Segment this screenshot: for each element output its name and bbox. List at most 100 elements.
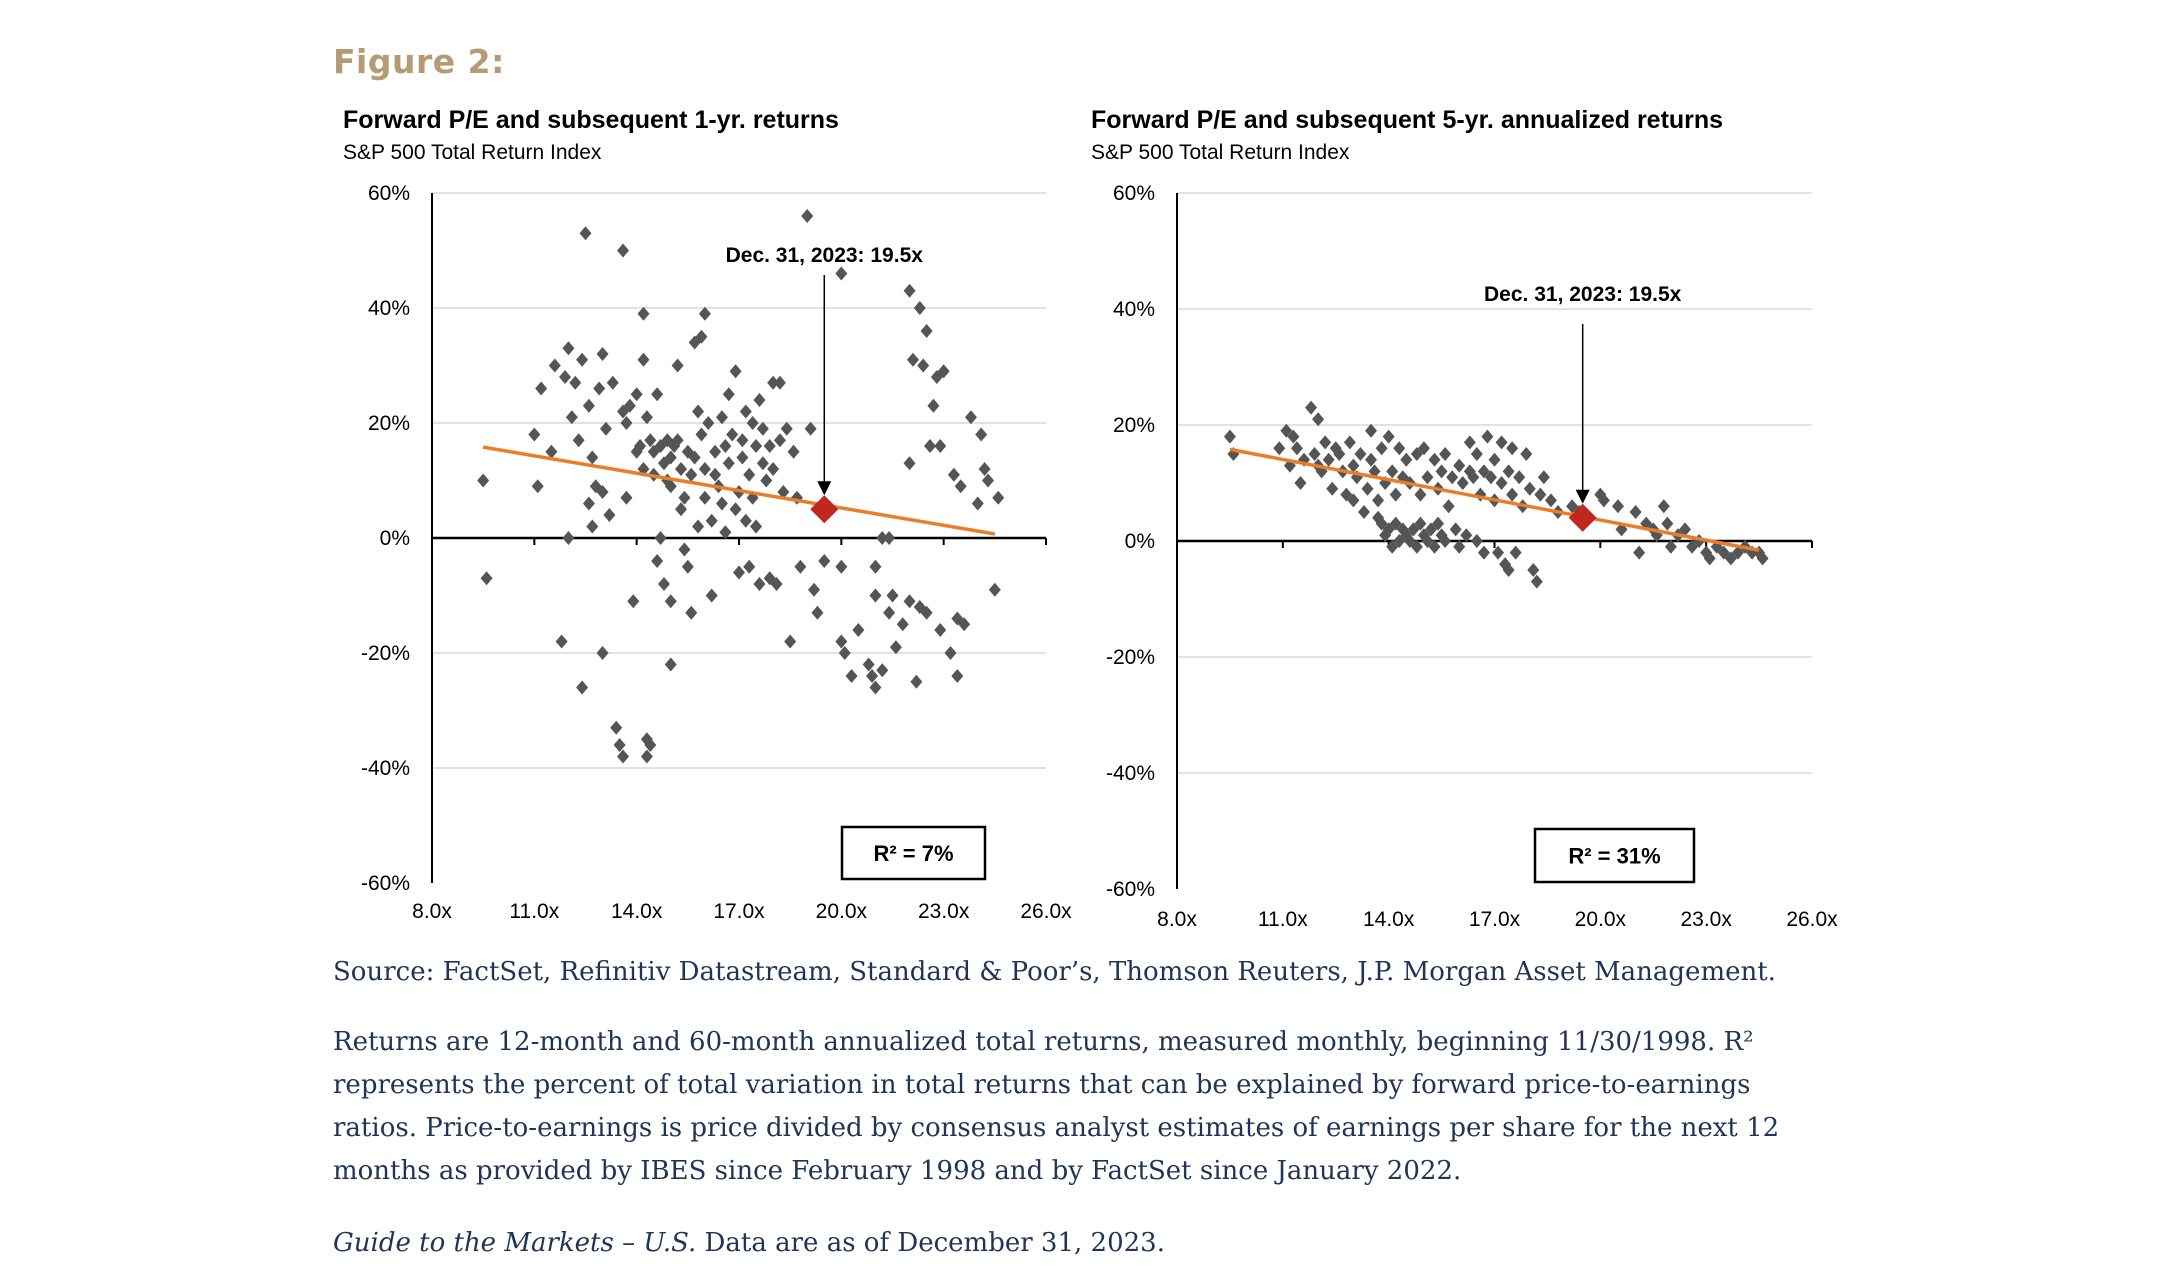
data-point: [651, 387, 664, 402]
data-point: [1425, 522, 1437, 537]
data-point: [1421, 534, 1434, 548]
data-point: [934, 439, 947, 453]
data-point: [739, 404, 752, 419]
data-point: [617, 749, 630, 764]
x-tick-label: 26.0x: [1020, 900, 1072, 923]
data-point: [1319, 435, 1332, 450]
data-point: [883, 605, 896, 620]
data-point: [1534, 487, 1547, 502]
data-point: [845, 669, 858, 683]
data-point: [688, 450, 701, 465]
data-point: [1439, 534, 1452, 548]
x-tick-label: 23.0x: [1680, 908, 1732, 931]
x-tick-label: 14.0x: [1363, 908, 1415, 931]
data-point: [596, 347, 609, 361]
y-tick-label: -60%: [1106, 878, 1155, 901]
y-tick-label: -20%: [1106, 646, 1155, 669]
data-point: [1343, 435, 1356, 450]
data-point: [1502, 563, 1515, 577]
data-point: [1446, 470, 1459, 485]
x-tick-label: 26.0x: [1786, 908, 1838, 931]
y-tick-label: -60%: [361, 872, 410, 895]
data-point: [937, 364, 950, 379]
data-point: [664, 479, 677, 494]
data-point: [1717, 545, 1730, 560]
data-point: [1703, 551, 1716, 566]
data-point: [982, 473, 995, 488]
data-point: [593, 381, 606, 396]
data-point: [1280, 423, 1293, 438]
x-tick-label: 11.0x: [509, 900, 559, 923]
data-point: [886, 588, 899, 603]
data-point: [1389, 516, 1402, 531]
data-point: [906, 352, 919, 367]
data-point: [1456, 476, 1469, 490]
data-point: [675, 462, 688, 476]
data-point: [559, 370, 572, 384]
data-point: [1439, 447, 1452, 461]
data-point: [1442, 499, 1455, 514]
data-point: [1484, 470, 1497, 485]
data-point: [722, 456, 735, 471]
data-point: [756, 456, 769, 471]
x-tick-label: 20.0x: [816, 900, 868, 923]
chart-canvas: Forward P/E and subsequent 1-yr. returns…: [343, 106, 1838, 931]
data-point: [627, 594, 640, 609]
data-point: [692, 519, 705, 534]
figure-label: Figure 2:: [333, 42, 505, 81]
data-point: [869, 588, 882, 603]
data-point: [756, 421, 769, 436]
data-point: [1470, 534, 1483, 548]
data-point: [596, 485, 609, 499]
data-point: [876, 663, 889, 678]
data-point: [1354, 447, 1367, 461]
current-pe-marker: [810, 495, 839, 524]
data-point: [681, 559, 694, 574]
data-point: [808, 582, 821, 597]
chart2-plot: 60% 40% 20% 0% -20% -40% -60%8.0x 11.0x 14.0x 17.…: [1106, 182, 1838, 931]
data-point: [719, 525, 732, 540]
data-point: [535, 381, 548, 396]
current-pe-annotation: Dec. 31, 2023: 19.5x: [726, 244, 924, 267]
data-point: [698, 490, 711, 505]
data-point: [715, 496, 728, 511]
data-point: [1453, 539, 1466, 554]
data-point: [773, 433, 786, 448]
data-point: [910, 674, 923, 689]
data-point: [569, 375, 582, 390]
data-point: [1488, 452, 1501, 467]
data-point: [954, 479, 967, 494]
data-point: [1611, 499, 1624, 514]
data-point: [780, 421, 793, 436]
data-point: [705, 588, 718, 603]
y-tick-label: -40%: [361, 757, 410, 780]
x-tick-label: 8.0x: [1157, 908, 1197, 931]
guide-date: Data are as of December 31, 2023.: [696, 1228, 1165, 1258]
data-point: [1375, 516, 1388, 531]
data-point: [1470, 447, 1483, 461]
data-point: [787, 444, 800, 459]
r-squared-label: R² = 31%: [1568, 844, 1660, 869]
data-point: [634, 439, 647, 453]
data-point: [545, 444, 558, 459]
data-point: [1506, 441, 1519, 456]
data-point: [835, 266, 848, 281]
data-point: [913, 301, 926, 315]
data-point: [1527, 563, 1540, 577]
current-pe-annotation: Dec. 31, 2023: 19.5x: [1484, 283, 1682, 306]
data-point: [1463, 435, 1476, 450]
data-point: [1513, 470, 1526, 485]
data-point: [869, 680, 882, 695]
data-point: [555, 634, 568, 649]
x-tick-label: 14.0x: [611, 900, 663, 923]
data-point: [1322, 452, 1335, 467]
data-point: [617, 243, 630, 258]
data-point: [889, 640, 902, 655]
data-point: [695, 427, 708, 442]
data-point: [1453, 458, 1466, 473]
data-point: [654, 531, 667, 545]
chart1-plot: 60% 40% 20% 0% -20% -40% -60%8.0x 11.0x 14.0x 17.…: [361, 182, 1072, 923]
data-point: [767, 375, 780, 390]
data-point: [784, 634, 797, 649]
data-point: [869, 559, 882, 574]
